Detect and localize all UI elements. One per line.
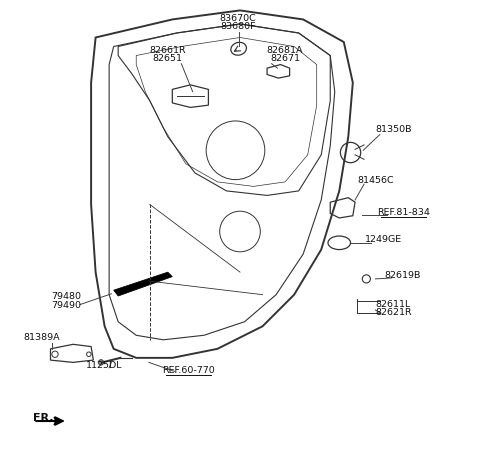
Text: 81350B: 81350B: [375, 125, 412, 134]
Text: 82681A: 82681A: [267, 45, 303, 54]
Text: 79480: 79480: [51, 292, 81, 301]
Text: 81389A: 81389A: [23, 333, 60, 342]
Text: 82651: 82651: [153, 54, 183, 63]
Text: 83670C: 83670C: [219, 14, 256, 23]
Text: 1125DL: 1125DL: [86, 361, 123, 370]
Text: REF.60-770: REF.60-770: [162, 366, 215, 375]
Ellipse shape: [98, 360, 104, 365]
Text: 82619B: 82619B: [384, 271, 420, 280]
Text: 1249GE: 1249GE: [365, 235, 402, 244]
PathPatch shape: [114, 272, 172, 296]
Text: 82671: 82671: [270, 54, 300, 63]
Text: FR.: FR.: [33, 413, 54, 423]
Text: REF.81-834: REF.81-834: [377, 208, 430, 217]
Text: 83680F: 83680F: [220, 22, 255, 31]
Text: 81456C: 81456C: [357, 177, 394, 186]
Text: 82611L: 82611L: [376, 300, 411, 309]
Text: 79490: 79490: [51, 301, 81, 310]
Text: 82661R: 82661R: [149, 45, 186, 54]
Text: 82621R: 82621R: [375, 308, 412, 317]
